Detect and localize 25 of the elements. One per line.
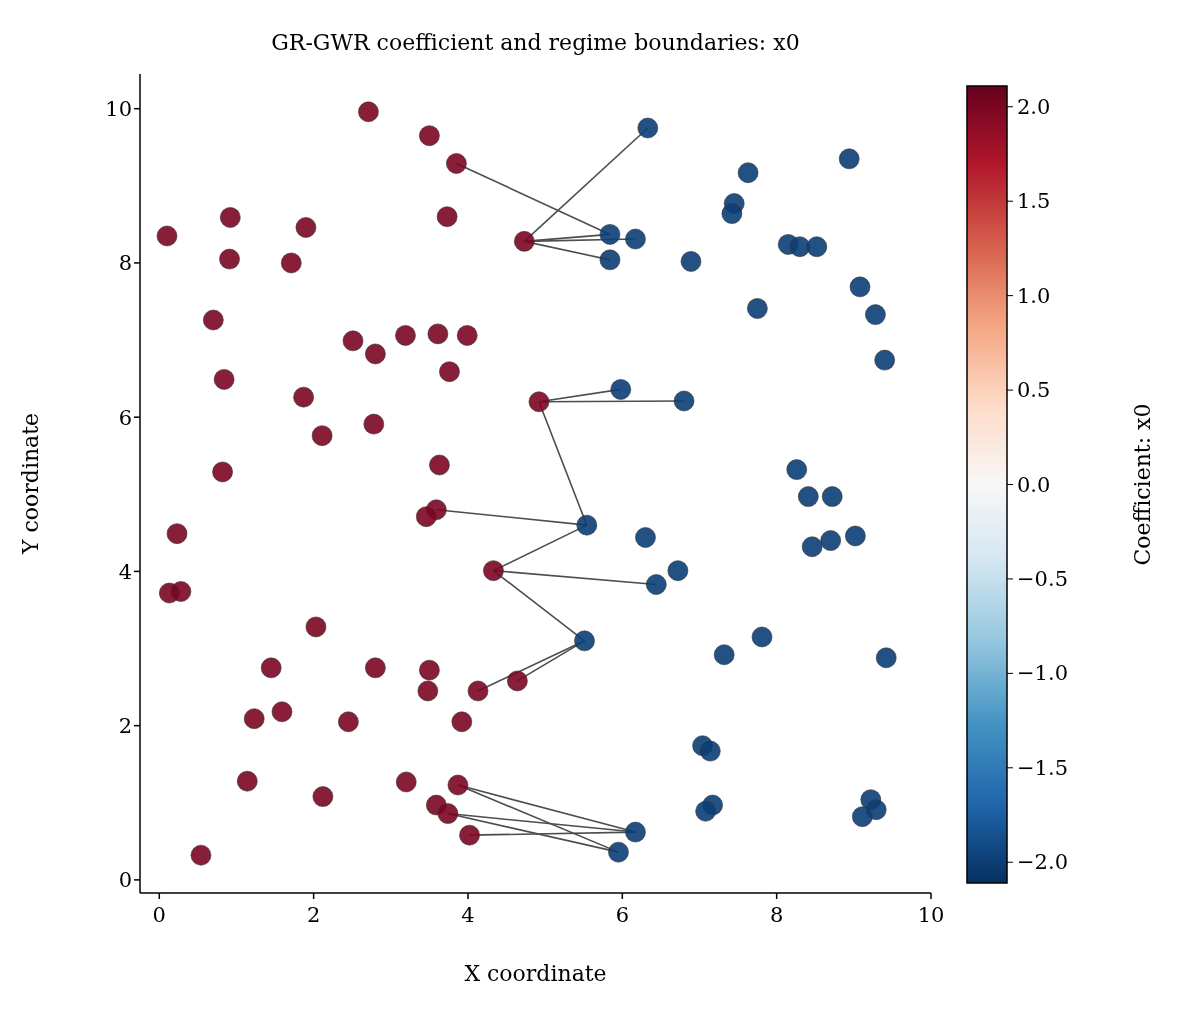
color-bar-title: Coefficient: x0 bbox=[1130, 403, 1155, 566]
color-bar-label: 1.0 bbox=[1017, 283, 1051, 308]
x-tick-label: 6 bbox=[615, 902, 629, 927]
y-tick-label: 2 bbox=[118, 714, 132, 739]
y-tick-label: 8 bbox=[118, 251, 132, 276]
x-tick-label: 8 bbox=[769, 902, 784, 927]
x-tick-label: 2 bbox=[306, 902, 321, 927]
color-bar-label: 0.5 bbox=[1017, 378, 1051, 403]
y-axis-title: Y coordinate bbox=[17, 412, 43, 556]
y-tick-label: 10 bbox=[105, 97, 132, 122]
color-bar-label: −1.5 bbox=[1017, 755, 1068, 780]
x-tick-label: 4 bbox=[461, 902, 475, 927]
color-bar-label: 1.5 bbox=[1017, 189, 1051, 214]
x-tick-label: 10 bbox=[917, 902, 945, 927]
y-tick-label: 6 bbox=[118, 405, 132, 430]
color-bar-label: −0.5 bbox=[1017, 566, 1068, 591]
x-tick-label: 0 bbox=[152, 902, 166, 927]
color-bar-label: 2.0 bbox=[1017, 94, 1051, 119]
y-tick-label: 4 bbox=[118, 559, 132, 584]
y-tick-label: 0 bbox=[118, 868, 132, 893]
color-bar-label: −1.0 bbox=[1017, 661, 1068, 686]
x-axis-title: X coordinate bbox=[464, 961, 607, 986]
color-bar-label: 0.0 bbox=[1017, 472, 1051, 497]
chart-title: GR-GWR coefficient and regime boundaries: x0 bbox=[270, 30, 801, 55]
color-bar-label: −2.0 bbox=[1017, 850, 1068, 875]
